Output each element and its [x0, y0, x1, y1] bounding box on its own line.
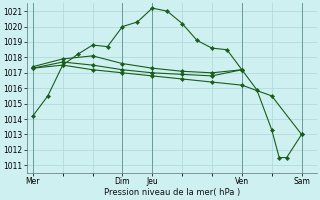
X-axis label: Pression niveau de la mer( hPa ): Pression niveau de la mer( hPa ) [104, 188, 240, 197]
